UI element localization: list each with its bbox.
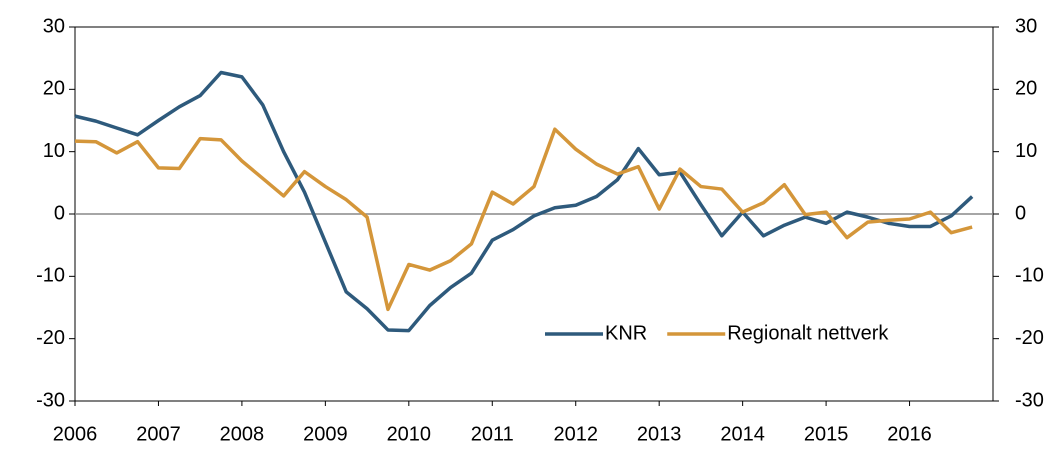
- x-tick-label: 2016: [887, 423, 932, 445]
- x-tick-label: 2009: [303, 423, 348, 445]
- y2-tick-label: -20: [1015, 327, 1044, 349]
- y2-tick-label: 30: [1015, 15, 1037, 37]
- x-tick-label: 2013: [637, 423, 682, 445]
- x-tick-label: 2011: [471, 423, 514, 445]
- x-tick-label: 2012: [553, 423, 598, 445]
- y-tick-label: 10: [43, 140, 65, 162]
- series-line: [74, 70, 974, 333]
- y-tick-label: -20: [36, 327, 65, 349]
- y-tick-label: -10: [36, 265, 65, 287]
- legend-label: Regionalt nettverk: [727, 322, 889, 344]
- x-tick-label: 2010: [387, 423, 432, 445]
- y-tick-label: -30: [36, 389, 65, 411]
- x-tick-label: 2006: [53, 423, 98, 445]
- x-tick-label: 2014: [720, 423, 765, 445]
- y2-tick-label: 0: [1015, 202, 1026, 224]
- legend-label: KNR: [605, 322, 647, 344]
- x-tick-label: 2007: [136, 423, 181, 445]
- y2-tick-label: -10: [1015, 265, 1044, 287]
- series-line: [74, 127, 973, 312]
- y2-tick-label: -30: [1015, 389, 1044, 411]
- y2-tick-label: 10: [1015, 140, 1037, 162]
- y-tick-label: 30: [43, 15, 65, 37]
- y2-tick-label: 20: [1015, 78, 1037, 100]
- x-tick-label: 2008: [220, 423, 265, 445]
- y-tick-label: 20: [43, 78, 65, 100]
- y-tick-label: 0: [54, 202, 65, 224]
- x-tick-label: 2015: [804, 423, 849, 445]
